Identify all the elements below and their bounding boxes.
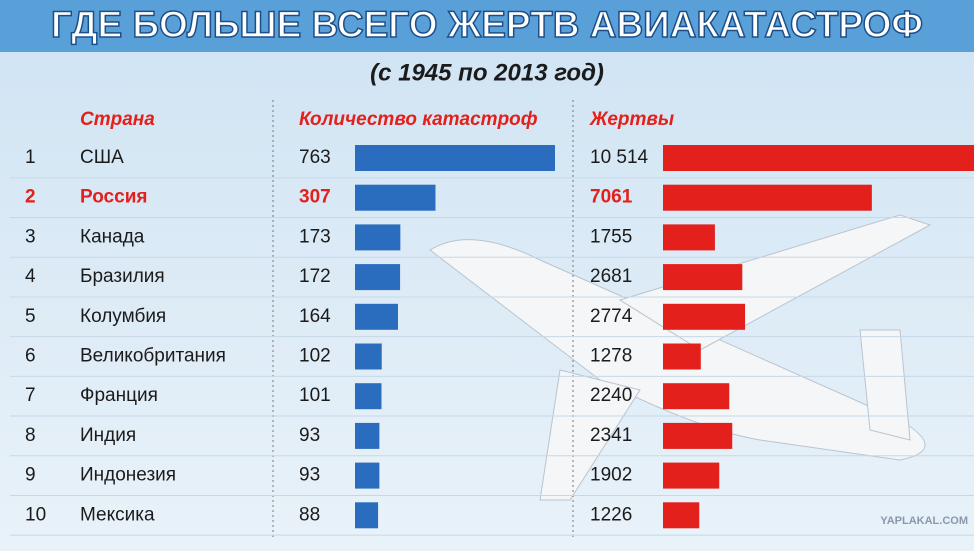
- bar: [355, 184, 436, 211]
- value-label: 173: [299, 226, 331, 247]
- bar: [663, 502, 700, 529]
- bar: [355, 224, 401, 251]
- rank: 10: [25, 504, 46, 525]
- rank: 5: [25, 306, 36, 327]
- value-label: 307: [299, 187, 331, 208]
- rank: 7: [25, 385, 36, 406]
- category-label: Россия: [80, 187, 147, 208]
- legend-entry: Жертвы: [589, 109, 674, 130]
- value-label: 1278: [590, 346, 632, 367]
- rank: 4: [25, 266, 36, 287]
- category-label: Индонезия: [80, 465, 176, 486]
- category-label: Канада: [80, 226, 145, 247]
- value-label: 2341: [590, 425, 632, 446]
- bar: [355, 343, 382, 370]
- bar: [355, 264, 401, 291]
- bar: [355, 383, 382, 410]
- value-label: 102: [299, 346, 331, 367]
- title-banner: [0, 0, 974, 52]
- column-header: Страна: [80, 109, 155, 130]
- category-label: США: [80, 147, 124, 168]
- category-label: Бразилия: [80, 266, 165, 287]
- bar: [663, 224, 715, 251]
- bar: [355, 145, 555, 171]
- bar: [663, 264, 743, 291]
- rank: 8: [25, 425, 36, 446]
- value-label: 763: [299, 147, 331, 168]
- category-label: Великобритания: [80, 346, 226, 367]
- bar: [663, 145, 974, 171]
- value-label: 93: [299, 425, 320, 446]
- value-label: 2681: [590, 266, 632, 287]
- bar: [663, 184, 872, 211]
- bar: [355, 303, 398, 330]
- rank: 9: [25, 465, 36, 486]
- value-label: 164: [299, 306, 331, 327]
- value-label: 93: [299, 465, 320, 486]
- value-label: 7061: [590, 187, 633, 208]
- value-label: 88: [299, 504, 320, 525]
- rank: 2: [25, 187, 36, 208]
- category-label: Мексика: [80, 504, 155, 525]
- value-label: 2774: [590, 306, 633, 327]
- bar: [355, 422, 380, 449]
- category-label: Индия: [80, 425, 136, 446]
- bar: [663, 462, 720, 489]
- value-label: 1902: [590, 465, 632, 486]
- value-label: 101: [299, 385, 331, 406]
- chart-title: ГДЕ БОЛЬШЕ ВСЕГО ЖЕРТВ АВИАКАТАСТРОФ: [51, 4, 923, 45]
- value-label: 2240: [590, 385, 632, 406]
- bar: [663, 422, 733, 449]
- value-label: 172: [299, 266, 331, 287]
- value-label: 1755: [590, 226, 632, 247]
- bar: [355, 502, 379, 529]
- value-label: 10 514: [590, 147, 649, 168]
- value-label: 1226: [590, 504, 632, 525]
- category-label: Франция: [80, 385, 158, 406]
- category-label: Колумбия: [80, 306, 166, 327]
- legend-entry: Количество катастроф: [299, 109, 538, 130]
- rank: 1: [25, 147, 36, 168]
- bar: [355, 462, 380, 489]
- chart-subtitle: (с 1945 по 2013 год): [370, 59, 604, 86]
- rank: 3: [25, 226, 36, 247]
- bar: [663, 343, 701, 370]
- rank: 6: [25, 346, 36, 367]
- watermark: YAPLAKAL.COM: [880, 515, 968, 527]
- bar: [663, 303, 746, 330]
- bar: [663, 383, 730, 410]
